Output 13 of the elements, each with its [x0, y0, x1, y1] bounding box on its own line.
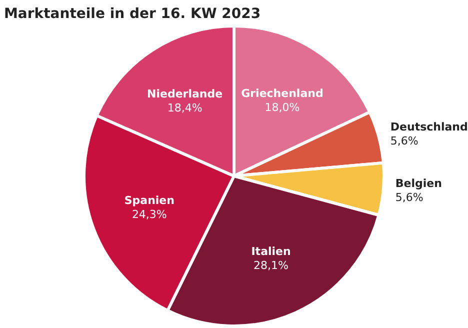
slice-label: Griechenland — [241, 87, 324, 100]
data-label: 5,6% — [395, 191, 424, 204]
slice-label: Niederlande — [147, 88, 223, 101]
slice-label: Spanien — [124, 194, 174, 207]
data-label: 28,1% — [254, 259, 289, 272]
data-label: 18,0% — [264, 101, 300, 114]
slice-label: Italien — [251, 245, 291, 258]
data-label: 5,6% — [390, 134, 418, 148]
data-label: 18,4% — [167, 102, 202, 115]
chart-title: Marktanteile in der 16. KW 2023 — [4, 6, 261, 22]
slice-label: Belgien — [395, 177, 442, 190]
data-label: 24,3% — [132, 208, 167, 221]
slice-label: Deutschland — [390, 120, 468, 134]
